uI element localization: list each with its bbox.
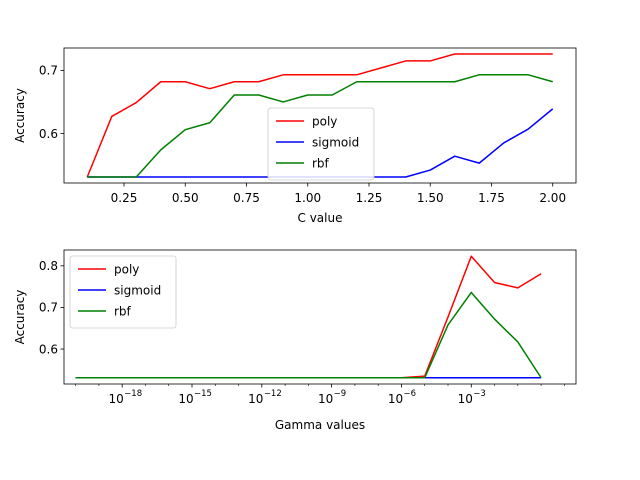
x-tick-label: 0.75 [233,191,260,205]
y-tick-label: 0.6 [39,342,58,356]
x-tick-label: 2.00 [539,191,566,205]
x-tick-exponent: −6 [403,389,416,399]
y-tick-label: 0.7 [39,301,58,315]
x-tick-label: 1.75 [478,191,505,205]
legend: poly sigmoid rbf [69,255,177,329]
x-tick-label: 1.50 [417,191,444,205]
x-tick-label: 0.50 [172,191,199,205]
legend-label-rbf: rbf [114,304,132,318]
y-tick-label: 0.7 [39,64,58,78]
x-tick-label: 10 [178,392,193,406]
legend: poly sigmoid rbf [267,107,375,181]
x-axis-label: C value [298,211,343,225]
series-line-rbf [87,74,553,178]
bottom-subplot-gamma: 10 −18 10 −15 10 −12 10 −9 10 −6 10 −30.60.70.8Gamm… [13,249,577,432]
x-tick-label: 10 [248,392,263,406]
legend-label-sigmoid: sigmoid [114,283,161,297]
legend-label-poly: poly [114,262,139,276]
x-tick-label: 0.25 [111,191,138,205]
y-tick-label: 0.8 [39,259,58,273]
x-tick-label: 1.25 [356,191,383,205]
x-tick-label: 10 [109,392,124,406]
legend-box [69,255,177,329]
x-tick-exponent: −3 [473,389,486,399]
y-axis-label: Accuracy [13,290,27,345]
legend-box [267,107,375,181]
series-line-rbf [75,291,542,379]
x-tick-exponent: −12 [264,389,282,399]
x-tick-label: 10 [318,392,333,406]
x-tick-label: 10 [388,392,403,406]
y-tick-label: 0.6 [39,127,58,141]
y-axis-label: Accuracy [13,88,27,143]
axes-frame [63,249,577,385]
top-subplot-c-value: 0.25 0.50 0.75 1.00 1.25 1.50 1.75 2.00 0.6 0.7 C … [13,47,577,225]
x-axis-label: Gamma values [275,418,365,432]
x-tick-label: 1.00 [294,191,321,205]
legend-label-poly: poly [312,114,337,128]
x-tick-exponent: −15 [194,389,212,399]
x-tick-exponent: −18 [124,389,142,399]
x-tick-label: 10 [458,392,473,406]
x-tick-exponent: −9 [334,389,347,399]
legend-label-rbf: rbf [312,156,330,170]
series-line-poly [86,53,553,178]
legend-label-sigmoid: sigmoid [312,135,359,149]
axes-frame [63,47,577,184]
